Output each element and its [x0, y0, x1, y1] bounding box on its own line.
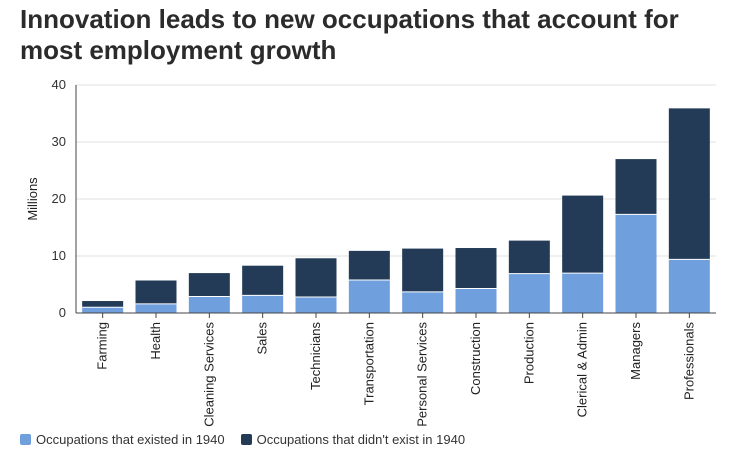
- bar-existed-farming: [82, 307, 124, 313]
- x-category-label: Personal Services: [415, 322, 430, 427]
- bar-existed-health: [135, 303, 177, 313]
- bar-chart: 0 10 20 30 40 Farming Health Cleaning Services S…: [25, 77, 716, 427]
- bar-existed-production: [508, 273, 550, 313]
- bar-new-cleaning-services: [188, 273, 230, 297]
- bar-existed-clerical-admin: [562, 273, 604, 313]
- gridlines: [76, 84, 716, 257]
- y-tick-label: 20: [52, 191, 66, 206]
- x-category-label: Professionals: [681, 322, 696, 401]
- legend: Occupations that existed in 1940 Occupat…: [20, 432, 481, 447]
- legend-swatch-existed: [20, 434, 31, 445]
- x-category-label: Farming: [95, 322, 110, 370]
- bar-existed-transportation: [348, 279, 390, 313]
- bar-existed-sales: [242, 295, 284, 313]
- bar-existed-cleaning-services: [188, 296, 230, 313]
- x-category-label: Construction: [468, 322, 483, 395]
- x-category-label: Clerical & Admin: [575, 322, 590, 417]
- bar-existed-technicians: [295, 297, 337, 313]
- bar-existed-managers: [615, 214, 657, 313]
- bar-new-sales: [242, 265, 284, 296]
- bar-new-clerical-admin: [562, 195, 604, 274]
- bar-new-transportation: [348, 250, 390, 280]
- bar-new-personal-services: [402, 248, 444, 292]
- legend-label-existed: Occupations that existed in 1940: [36, 432, 225, 447]
- bar-new-construction: [455, 248, 497, 289]
- x-category-label: Health: [148, 322, 163, 360]
- bar-new-professionals: [668, 108, 710, 260]
- legend-item-existed: Occupations that existed in 1940: [20, 432, 225, 447]
- chart-title: Innovation leads to new occupations that…: [20, 4, 679, 65]
- bar-existed-professionals: [668, 259, 710, 313]
- y-axis-title: Millions: [25, 177, 40, 221]
- x-category-label: Production: [521, 322, 536, 384]
- bars: [82, 108, 710, 313]
- bar-existed-construction: [455, 288, 497, 313]
- bar-new-managers: [615, 159, 657, 215]
- legend-swatch-new: [240, 434, 252, 445]
- bar-new-health: [135, 280, 177, 304]
- bar-new-technicians: [295, 258, 337, 298]
- legend-label-new: Occupations that didn't exist in 1940: [256, 432, 466, 447]
- bar-new-farming: [82, 301, 124, 308]
- y-tick-label: 0: [59, 305, 66, 320]
- y-tick-label: 40: [52, 77, 66, 92]
- y-tick-label: 10: [52, 248, 66, 263]
- x-category-label: Sales: [255, 322, 270, 355]
- legend-item-new: Occupations that didn't exist in 1940: [240, 432, 466, 447]
- bar-existed-personal-services: [402, 291, 444, 313]
- axes: 0 10 20 30 40 Farming Health Cleaning Services S…: [52, 77, 716, 427]
- bar-new-production: [508, 240, 550, 274]
- x-category-label: Managers: [628, 322, 643, 380]
- x-category-label: Cleaning Services: [201, 322, 216, 427]
- x-category-label: Technicians: [308, 322, 323, 390]
- x-category-label: Transportation: [361, 322, 376, 405]
- y-tick-label: 30: [52, 134, 66, 149]
